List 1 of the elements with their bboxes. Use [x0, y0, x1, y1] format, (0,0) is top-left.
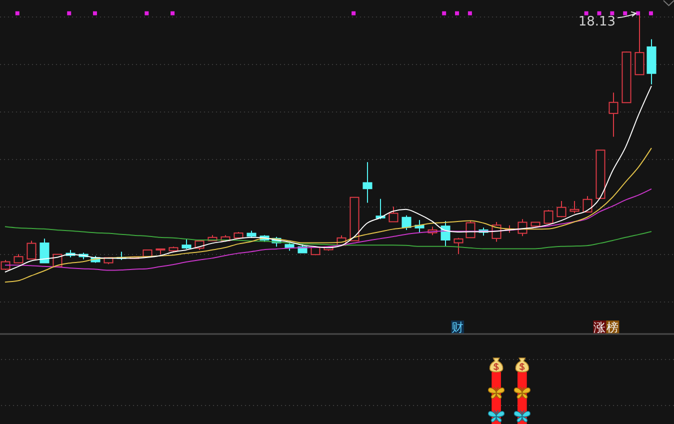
annotation: 18.13 — [578, 14, 616, 30]
